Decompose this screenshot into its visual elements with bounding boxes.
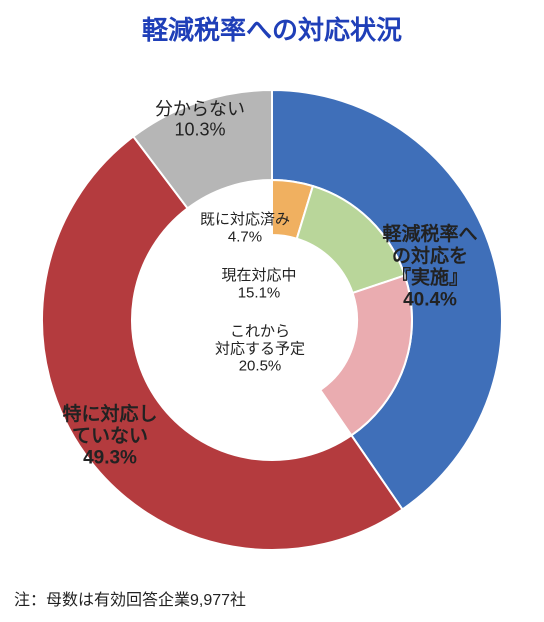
donut-chart: 軽減税率への対応を『実施』40.4%特に対応していない49.3%分からない10.… <box>0 0 544 622</box>
page: 軽減税率への対応状況 軽減税率への対応を『実施』40.4%特に対応していない49… <box>0 0 544 622</box>
chart-footnote: 注：母数は有効回答企業9,977社 <box>14 586 246 610</box>
inner-label-planned: これから対応する予定20.5% <box>215 323 305 375</box>
inner-label-in-progress: 現在対応中15.1% <box>221 267 296 301</box>
